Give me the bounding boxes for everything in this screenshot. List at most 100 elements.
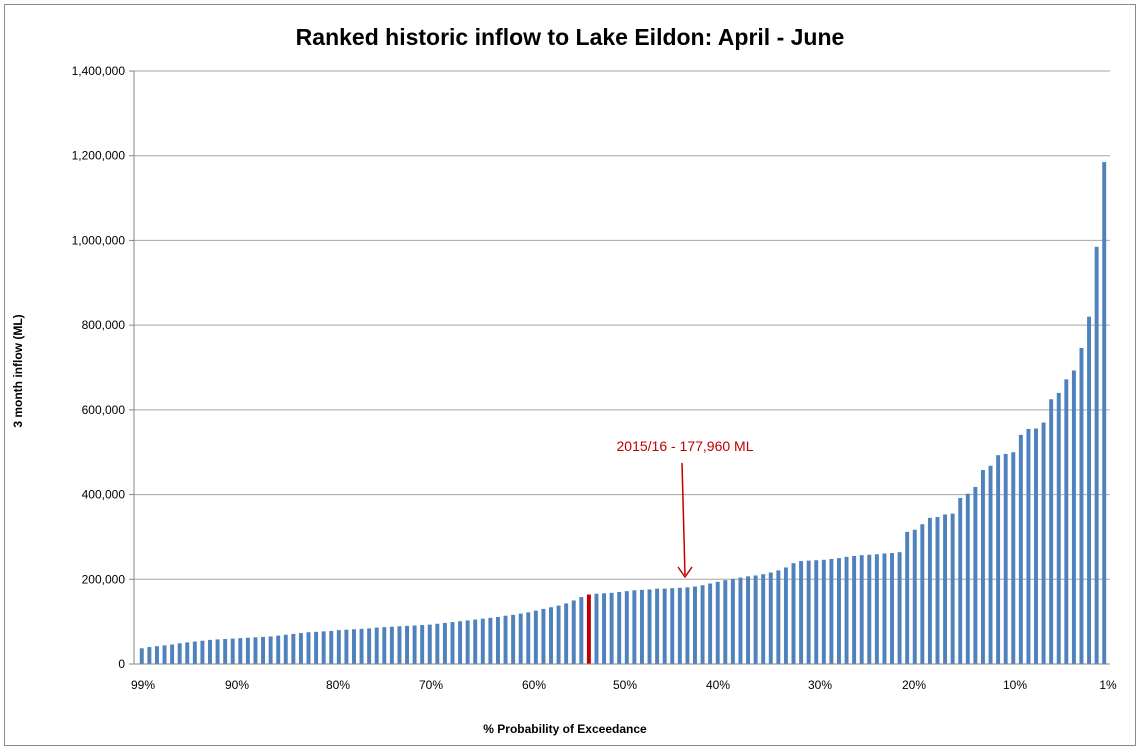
bar [897, 552, 902, 664]
y-axis-ticks: 0 200,000 400,000 600,000 800,000 1,000,000 1,… [72, 64, 134, 671]
bar [518, 613, 523, 664]
x-tick-label: 30% [808, 678, 832, 692]
bar [1018, 434, 1023, 664]
bar [882, 553, 887, 664]
bar [359, 628, 364, 664]
bar [1064, 379, 1069, 664]
bar [602, 593, 607, 664]
bar [943, 514, 948, 664]
bar [154, 646, 159, 664]
bar [912, 529, 917, 664]
bar [556, 605, 561, 664]
bar [139, 648, 144, 664]
y-tick-label: 1,000,000 [72, 233, 126, 247]
bar [352, 629, 356, 664]
gridlines [134, 70, 1110, 580]
bar [223, 639, 228, 664]
bar [821, 559, 826, 664]
x-axis-ticks: 99% 90% 80% 70% 60% 50% 40% 30% 20% 10% 1% [131, 678, 1117, 692]
bar [867, 554, 872, 664]
x-tick-label: 40% [706, 678, 730, 692]
bar [435, 623, 440, 664]
bar [1026, 428, 1031, 664]
bar [988, 465, 993, 664]
y-tick-label: 200,000 [82, 572, 126, 586]
bar [799, 561, 804, 664]
bar [215, 639, 220, 664]
bar [306, 632, 311, 664]
y-tick-label: 400,000 [82, 488, 126, 502]
bar [927, 517, 932, 664]
bar [458, 621, 463, 664]
bar [329, 630, 334, 664]
bar [185, 642, 190, 664]
x-tick-label: 20% [902, 678, 926, 692]
bar [480, 618, 485, 664]
bar [450, 622, 455, 664]
bar [1049, 399, 1054, 664]
bar [791, 563, 796, 664]
bar [655, 588, 660, 664]
bar [730, 578, 735, 664]
bar [874, 554, 879, 664]
bar [624, 591, 629, 664]
bar [890, 553, 894, 664]
bar [700, 585, 705, 664]
bar [950, 513, 955, 664]
bar [533, 610, 538, 664]
bar [859, 555, 864, 664]
bar [852, 555, 857, 664]
x-tick-label: 70% [419, 678, 443, 692]
x-axis-label: % Probability of Exceedance [483, 722, 647, 736]
bar [1034, 428, 1038, 664]
bar [261, 636, 266, 664]
bars [139, 162, 1107, 665]
bar [177, 643, 182, 664]
bar [609, 592, 614, 664]
y-axis-label: 3 month inflow (ML) [11, 314, 25, 427]
bar [715, 581, 720, 664]
bar [677, 587, 682, 664]
bar [958, 497, 963, 664]
bar [632, 590, 637, 664]
y-tick-label: 800,000 [82, 318, 126, 332]
bar [753, 575, 758, 664]
x-tick-label: 80% [326, 678, 350, 692]
bar [738, 577, 743, 664]
bar [382, 627, 387, 664]
bar [405, 625, 409, 664]
y-tick-label: 1,200,000 [72, 149, 126, 163]
bar [1079, 348, 1084, 664]
bar [1011, 452, 1016, 664]
bar [1094, 246, 1099, 664]
bar [192, 641, 197, 664]
bar [253, 637, 258, 664]
bar [768, 572, 773, 664]
x-tick-label: 10% [1003, 678, 1027, 692]
bar [268, 636, 273, 664]
bar [1041, 422, 1046, 664]
bar [935, 517, 940, 664]
bar [761, 574, 766, 664]
bar [336, 630, 341, 664]
bar [420, 625, 425, 664]
bar [389, 626, 394, 664]
bar [685, 587, 690, 664]
chart-title: Ranked historic inflow to Lake Eildon: A… [296, 24, 845, 50]
bar [844, 556, 849, 664]
bar [996, 455, 1001, 664]
bar [806, 560, 811, 664]
bar [617, 591, 622, 664]
bar [564, 603, 569, 664]
bar [427, 624, 432, 664]
bar-highlight [586, 594, 591, 664]
bar [314, 631, 319, 664]
bar [814, 560, 819, 664]
y-tick-label: 600,000 [82, 403, 126, 417]
bar [541, 608, 546, 664]
bar [670, 588, 675, 664]
bar [1087, 316, 1092, 664]
bar [526, 612, 531, 664]
bar [344, 629, 349, 664]
bar [579, 597, 584, 664]
